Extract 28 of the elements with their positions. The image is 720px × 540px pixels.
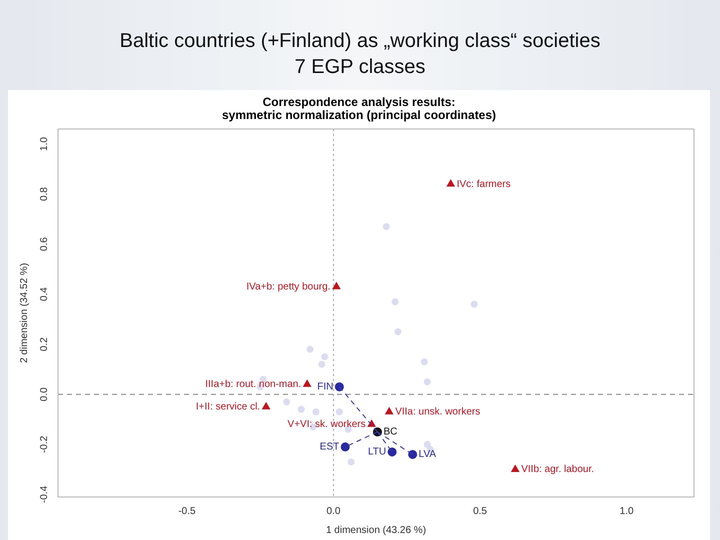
series-label: LTU — [368, 446, 386, 458]
y-tick-label: 0.0 — [38, 386, 50, 402]
y-tick-label: -0.2 — [38, 435, 50, 454]
series-label: VIIb: agr. labour. — [521, 464, 594, 476]
x-tick-label: 0.5 — [473, 506, 488, 517]
y-tick-label: 0.6 — [38, 236, 50, 252]
series-label: IVc: farmers — [456, 178, 511, 190]
y-tick-label: 0.4 — [38, 286, 50, 302]
x-axis-title: 1 dimension (43.26 %) — [326, 524, 426, 536]
series-label: BC — [383, 426, 398, 438]
series-label: IVa+b: petty bourg. — [246, 281, 330, 292]
x-tick-label: 0.0 — [326, 506, 341, 517]
y-tick-label: 0.8 — [38, 186, 50, 202]
chart-title: Baltic countries (+Finland) as „working class“ societies 7 EGP classes — [118, 29, 602, 80]
y-tick-label: 1.0 — [38, 136, 50, 151]
series-label: IIIa+b: rout. non-man. — [205, 379, 302, 390]
y-tick-label: 0.2 — [38, 336, 50, 352]
series-label: VIIa: unsk. workers — [395, 406, 480, 418]
y-axis-title: 2 dimension (34.52 %) — [18, 262, 30, 364]
series-label: I+II: service cl. — [196, 402, 260, 413]
y-tick-label: -0.4 — [38, 485, 50, 504]
series-label: V+VI: sk. workers — [288, 419, 366, 430]
series-label: LVA — [418, 449, 436, 460]
x-tick-label: -0.5 — [178, 506, 196, 517]
x-tick-label: 1.0 — [620, 506, 634, 517]
chart-subtitle: Correspondence analysis results: symmetric normalization (principal coordinates) — [220, 95, 498, 122]
series-label: EST — [320, 442, 340, 453]
series-label: FIN — [317, 382, 334, 393]
